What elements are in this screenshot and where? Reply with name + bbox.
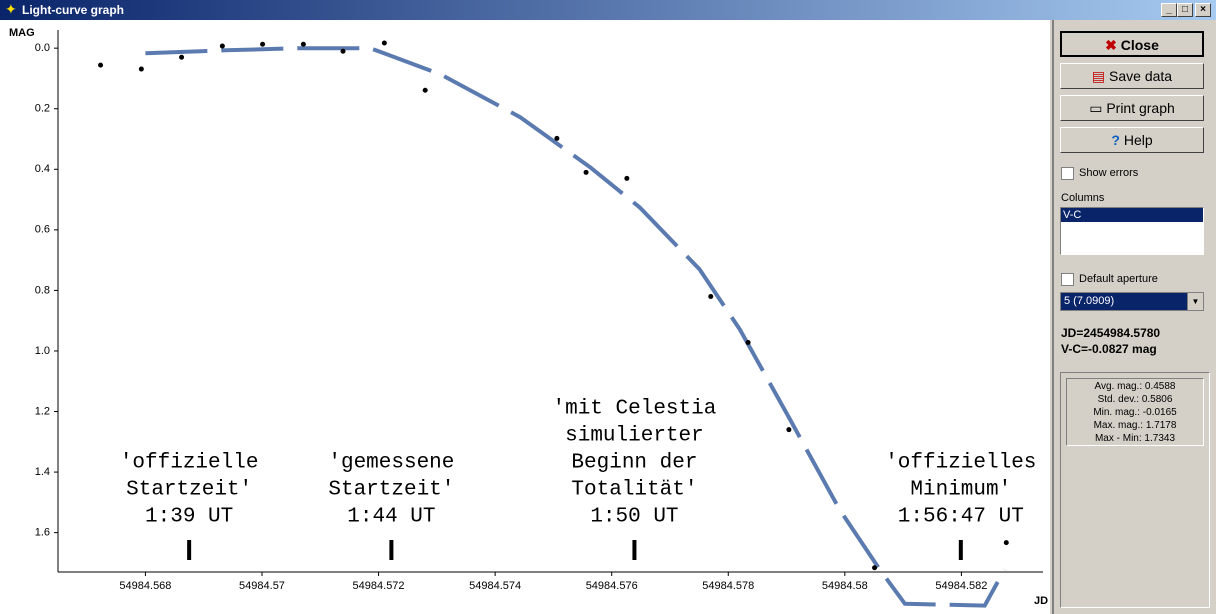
- button-label: Save data: [1109, 68, 1173, 84]
- button-label: Close: [1120, 37, 1159, 53]
- annotation-text: 'offizielles: [885, 452, 1036, 475]
- annotation-text: simulierter: [565, 425, 704, 448]
- stat-line: Std. dev.: 0.5806: [1097, 394, 1173, 405]
- data-point: [260, 41, 266, 47]
- checkbox-label: Default aperture: [1079, 273, 1158, 285]
- data-point: [219, 43, 225, 49]
- y-tick-label: 1.0: [35, 345, 50, 357]
- fit-line: [145, 46, 1007, 608]
- close-window-button[interactable]: ×: [1195, 3, 1211, 17]
- x-axis-label: JD: [1034, 595, 1048, 607]
- annotation-text: Startzeit': [328, 479, 454, 502]
- window-title: Light-curve graph: [22, 3, 125, 17]
- data-point: [138, 66, 144, 72]
- annotation-text: 1:50 UT: [590, 506, 678, 529]
- default-aperture-checkbox[interactable]: [1061, 273, 1074, 286]
- annotation-text: Minimum': [910, 479, 1011, 502]
- stat-line: Min. mag.: -0.0165: [1093, 407, 1177, 418]
- show-errors-checkbox[interactable]: [1061, 167, 1074, 180]
- y-tick-label: 0.0: [35, 42, 50, 54]
- stats-box: Avg. mag.: 0.4588 Std. dev.: 0.5806 Min. m…: [1060, 372, 1210, 608]
- close-button[interactable]: ✖ Close: [1060, 31, 1204, 57]
- aperture-dropdown[interactable]: 5 (7.0909) ▼: [1060, 292, 1204, 311]
- data-point: [872, 565, 878, 571]
- y-tick-label: 0.8: [35, 284, 50, 296]
- help-button[interactable]: ? Help: [1060, 127, 1204, 153]
- y-tick-label: 1.6: [35, 527, 50, 539]
- annotation-text: 1:44 UT: [347, 506, 435, 529]
- dropdown-value: 5 (7.0909): [1064, 295, 1115, 307]
- app-icon: ✦: [5, 1, 17, 17]
- data-point: [422, 87, 428, 93]
- x-tick-label: 54984.57: [239, 580, 285, 592]
- x-tick-label: 54984.578: [702, 580, 754, 592]
- annotation-text: Startzeit': [126, 479, 252, 502]
- stats-list: Avg. mag.: 0.4588 Std. dev.: 0.5806 Min. m…: [1066, 378, 1204, 446]
- list-item[interactable]: V-C: [1061, 208, 1203, 222]
- vc-readout: V-C=-0.0827 mag: [1061, 342, 1157, 356]
- data-point: [583, 169, 589, 175]
- data-point: [340, 48, 346, 54]
- annotation-marker: [187, 540, 192, 560]
- data-point: [1003, 540, 1009, 546]
- title-bar: ✦ Light-curve graph _ □ ×: [0, 0, 1216, 20]
- y-tick-label: 0.4: [35, 163, 50, 175]
- x-tick-label: 54984.58: [822, 580, 868, 592]
- checkbox-label: Show errors: [1079, 167, 1139, 179]
- annotation-text: 1:56:47 UT: [898, 506, 1024, 529]
- x-tick-label: 54984.576: [586, 580, 638, 592]
- stat-line: Max. mag.: 1.7178: [1093, 420, 1177, 431]
- data-point: [179, 54, 185, 60]
- columns-label: Columns: [1061, 192, 1105, 204]
- annotation-marker: [632, 540, 637, 560]
- data-point: [708, 293, 714, 299]
- button-label: Print graph: [1106, 100, 1175, 116]
- button-label: Help: [1123, 132, 1153, 148]
- y-tick-label: 0.2: [35, 103, 50, 115]
- x-tick-label: 54984.572: [353, 580, 405, 592]
- y-tick-label: 1.4: [35, 466, 50, 478]
- y-axis-label: MAG: [9, 27, 35, 39]
- save-button[interactable]: ▤ Save data: [1060, 63, 1204, 89]
- y-tick-label: 0.6: [35, 224, 50, 236]
- minimize-button[interactable]: _: [1161, 3, 1177, 17]
- print-button[interactable]: ▭ Print graph: [1060, 95, 1204, 121]
- x-tick-label: 54984.574: [469, 580, 521, 592]
- annotation-text: 'gemessene: [328, 452, 454, 475]
- y-tick-label: 1.2: [35, 405, 50, 417]
- data-point: [554, 135, 560, 141]
- annotation-marker: [958, 540, 963, 560]
- x-tick-label: 54984.568: [119, 580, 171, 592]
- dropdown-arrow[interactable]: ▼: [1187, 293, 1203, 310]
- stat-line: Avg. mag.: 0.4588: [1094, 381, 1176, 392]
- data-point: [300, 41, 306, 47]
- data-point: [786, 427, 792, 433]
- annotation-text: Totalität': [571, 479, 697, 502]
- data-point: [381, 40, 387, 46]
- annotation-text: Beginn der: [571, 452, 697, 475]
- annotation-text: 'mit Celestia: [553, 398, 717, 421]
- data-point: [624, 175, 630, 181]
- data-point: [98, 62, 104, 68]
- data-point: [745, 339, 751, 345]
- annotation-marker: [389, 540, 394, 560]
- chart: MAG JD 0.0 0.2 0.4 0.6 0.8 1.0 1.2 1.4 1.6 54984.…: [0, 20, 1050, 614]
- annotation-text: 'offizielle: [120, 452, 259, 475]
- x-tick-label: 54984.582: [935, 580, 987, 592]
- side-panel: ✖ Close ▤ Save data ▭ Print graph ? Help…: [1052, 20, 1216, 614]
- stat-line: Max - Min: 1.7343: [1094, 433, 1176, 444]
- jd-readout: JD=2454984.5780: [1061, 326, 1161, 340]
- columns-list[interactable]: V-C: [1060, 207, 1204, 255]
- annotation-text: 1:39 UT: [145, 506, 233, 529]
- maximize-button[interactable]: □: [1177, 3, 1193, 17]
